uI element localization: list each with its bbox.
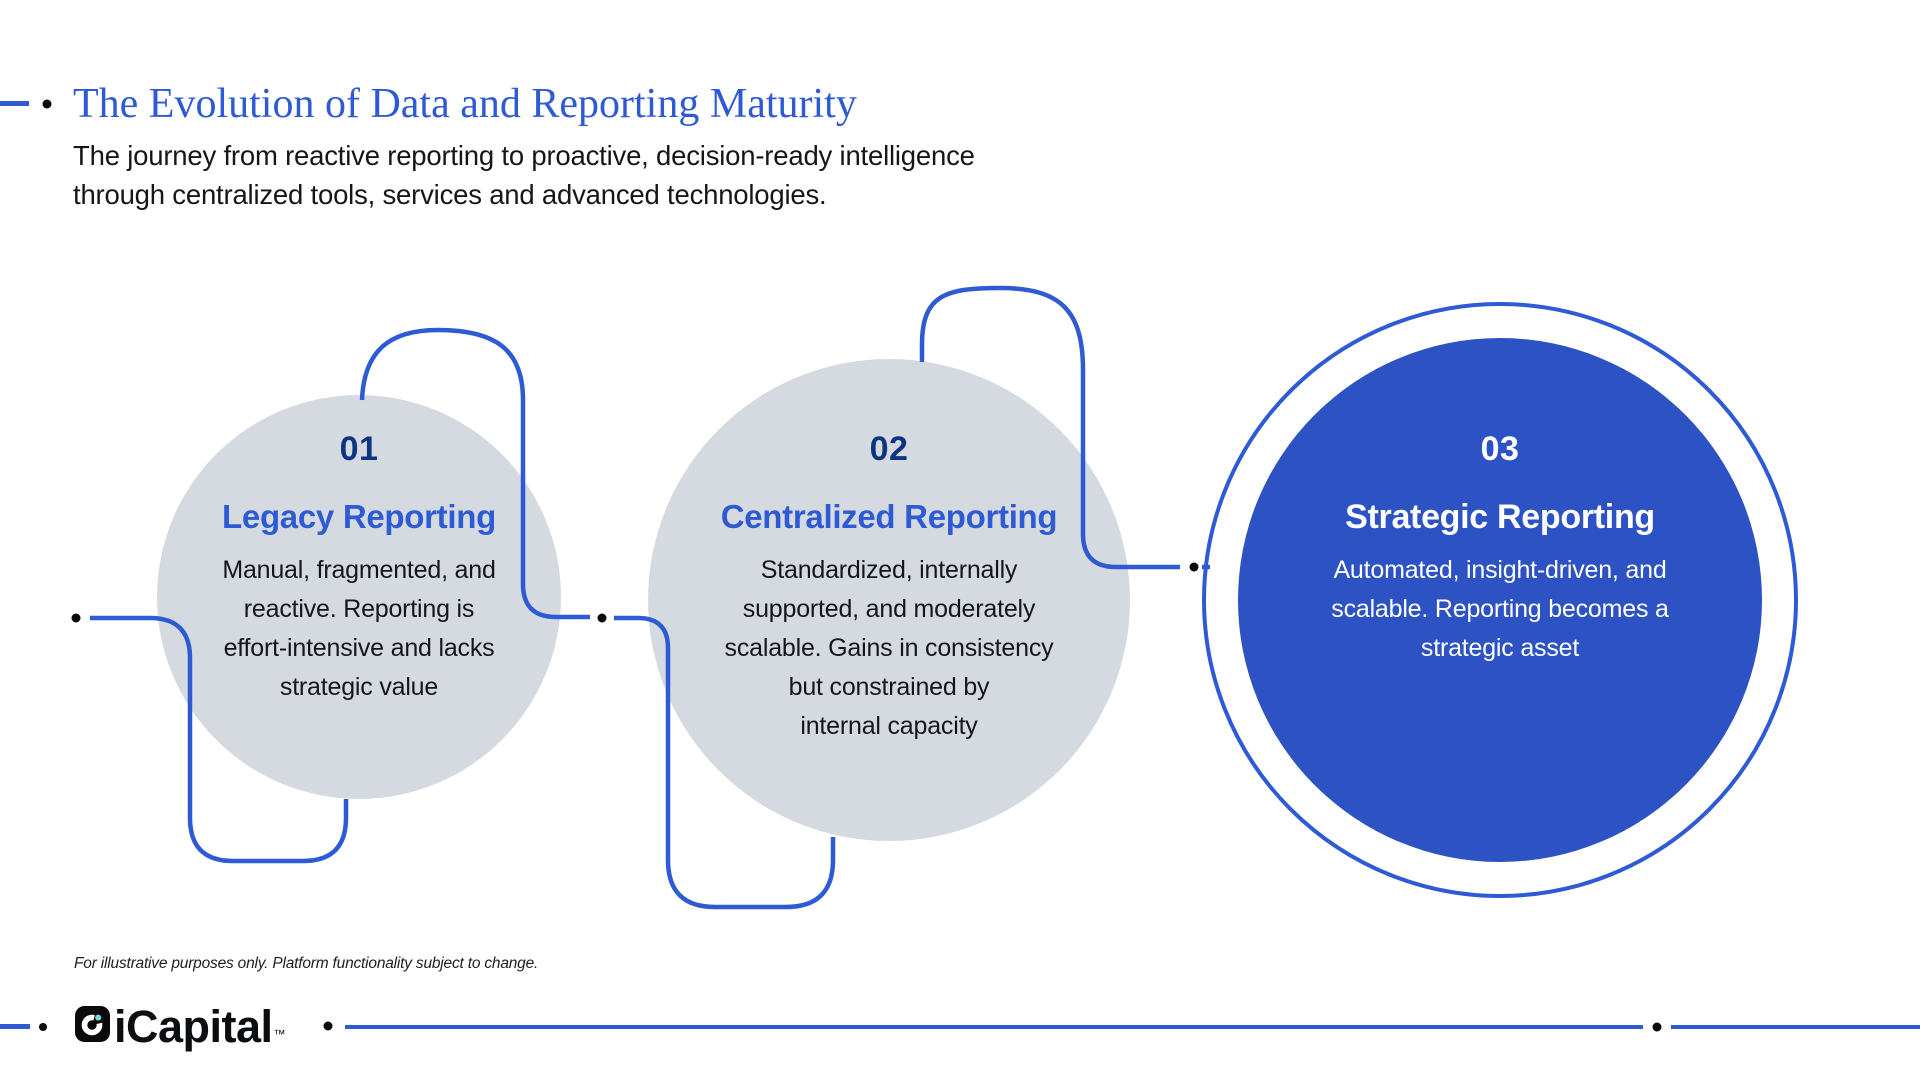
node-dot-2 <box>597 613 607 623</box>
brand-text: iCapital <box>114 1001 273 1052</box>
stage-3-desc-line: scalable. Reporting becomes a <box>1331 595 1669 623</box>
footer-accent-dash <box>0 1024 30 1029</box>
stage-3-number: 03 <box>1480 430 1520 468</box>
footer-rule-left <box>345 1025 1643 1029</box>
stage-1-content: 01 Legacy Reporting Manual, fragmented, … <box>159 430 559 707</box>
stage-2-content: 02 Centralized Reporting Standardized, i… <box>649 430 1129 746</box>
footer-left-node-dot <box>39 1023 47 1031</box>
stage-1-desc-line: effort-intensive and lacks <box>223 634 495 662</box>
subtitle-line-2: through centralized tools, services and … <box>73 179 827 210</box>
stage-2-desc-line: supported, and moderately <box>742 595 1036 623</box>
disclaimer-footnote: For illustrative purposes only. Platform… <box>74 955 539 972</box>
stage-2-desc-line: but constrained by <box>788 673 990 701</box>
stage-2-number: 02 <box>869 430 909 468</box>
stage-2-desc-line: scalable. Gains in consistency <box>724 634 1054 662</box>
stage-1-number: 01 <box>339 430 379 468</box>
stage-2-desc-line: internal capacity <box>800 712 978 740</box>
stage-1-desc-line: strategic value <box>279 673 439 701</box>
stage-3-content: 03 Strategic Reporting Automated, insigh… <box>1270 430 1730 668</box>
stage-2-desc-line: Standardized, internally <box>760 556 1018 584</box>
stage-3-title: Strategic Reporting <box>1345 498 1655 536</box>
node-dot-1 <box>71 613 81 623</box>
trademark-symbol: ™ <box>273 1027 286 1041</box>
stage-2-title: Centralized Reporting <box>720 498 1058 535</box>
header-node-dot <box>42 99 52 109</box>
footer-rule-right <box>1671 1025 1920 1029</box>
subtitle-line-1: The journey from reactive reporting to p… <box>73 140 975 171</box>
page-subtitle: The journey from reactive reporting to p… <box>73 136 975 214</box>
stage-1-desc-line: Manual, fragmented, and <box>222 556 496 584</box>
footer-right-node-dot <box>1652 1022 1662 1032</box>
footer-brand-node-dot <box>323 1021 333 1031</box>
icapital-logo-icon <box>75 1006 110 1042</box>
stage-1-desc-line: reactive. Reporting is <box>243 595 475 623</box>
stage-1-title: Legacy Reporting <box>222 498 496 535</box>
stage-3-circle <box>1238 338 1762 862</box>
node-dot-3 <box>1189 562 1199 572</box>
stage-3-desc-line: strategic asset <box>1420 634 1580 662</box>
page-title: The Evolution of Data and Reporting Matu… <box>73 81 857 127</box>
header-accent-dash <box>0 101 29 106</box>
stage-2-description: Standardized, internally supported, and … <box>649 551 1129 746</box>
stage-3-desc-line: Automated, insight-driven, and <box>1333 556 1667 584</box>
stage-1-description: Manual, fragmented, and reactive. Report… <box>159 551 559 707</box>
stage-3-description: Automated, insight-driven, and scalable.… <box>1270 551 1730 668</box>
icapital-wordmark: iCapital™ <box>114 1001 286 1061</box>
stage-3-outer-ring <box>1202 302 1798 898</box>
